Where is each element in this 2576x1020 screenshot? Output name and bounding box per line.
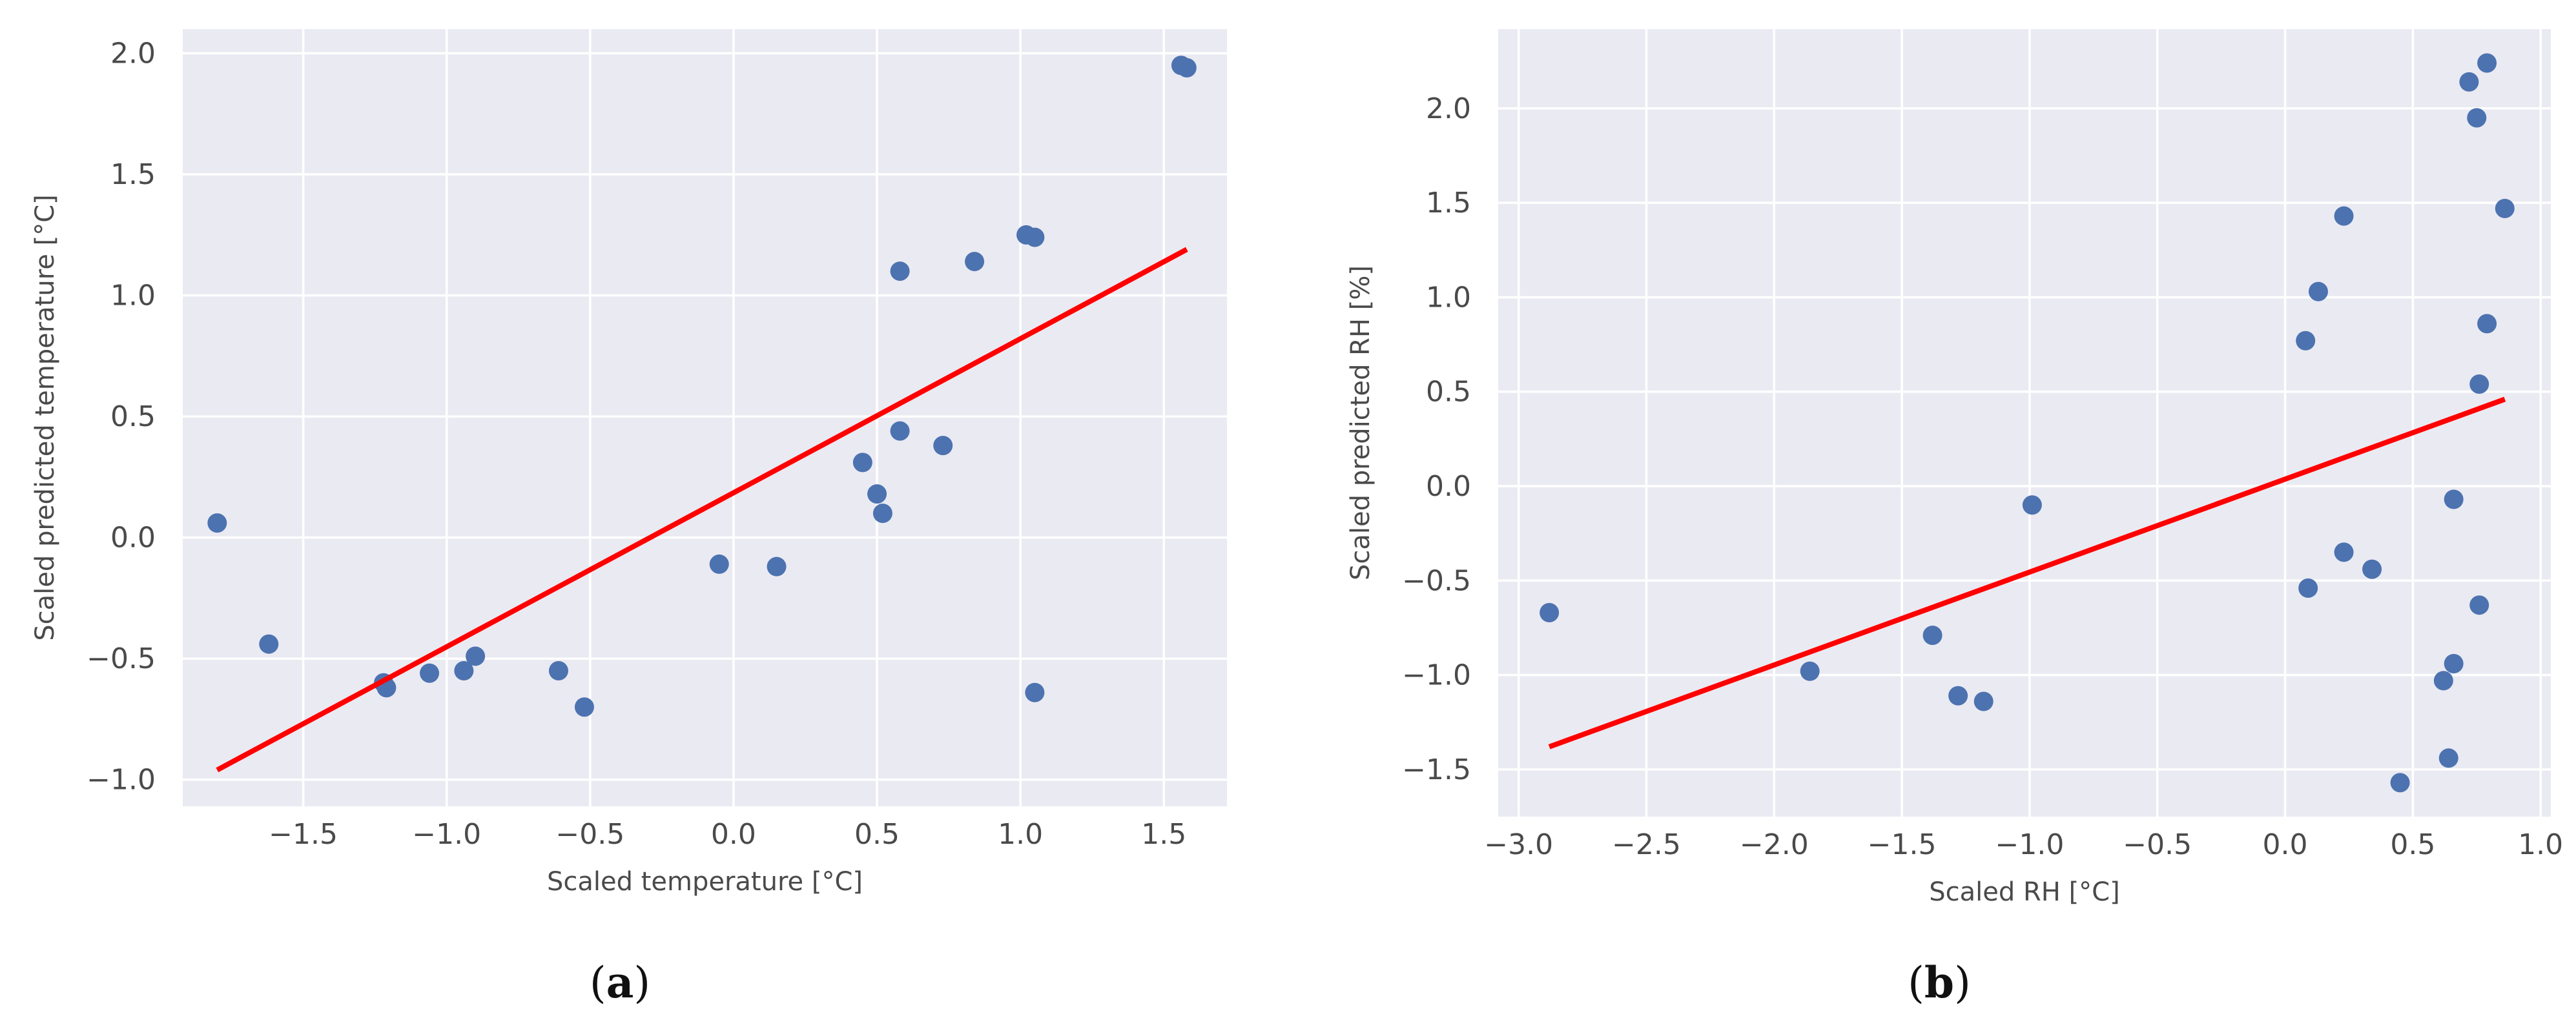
chart-a-plot-area xyxy=(183,29,1227,806)
chart-a-data-point xyxy=(965,252,985,272)
chart-a-data-point xyxy=(574,697,594,717)
chart-b-fit-line xyxy=(1548,396,2506,750)
chart-b-data-point xyxy=(2022,495,2042,515)
chart-a-y-tick-label-0: −1.0 xyxy=(87,764,156,797)
chart-b-x-tick-label-7: 0.5 xyxy=(2390,828,2435,861)
chart-a-data-point xyxy=(420,663,440,683)
chart-a-y-tick-label-4: 1.0 xyxy=(110,280,156,312)
chart-a-y-tick-label-5: 1.5 xyxy=(110,158,156,191)
chart-b-data-point xyxy=(2467,108,2487,128)
chart-a-data-point xyxy=(207,513,227,533)
chart-b-y-tick-label-7: 2.0 xyxy=(1426,92,1471,125)
chart-b-data-point xyxy=(2444,489,2464,509)
chart-b-data-point xyxy=(1922,626,1942,646)
panel-label-b-close: ) xyxy=(1954,958,1971,1008)
chart-b-y-tick-label-3: 0.0 xyxy=(1426,470,1471,503)
chart-a-data-point xyxy=(709,554,729,574)
chart-a-data-point xyxy=(872,504,892,524)
chart-b-x-tick-label-4: −1.0 xyxy=(1995,828,2064,861)
chart-b-x-tick-label-0: −3.0 xyxy=(1484,828,1553,861)
chart-b-data-point xyxy=(2469,595,2489,615)
chart-b-data-point xyxy=(2390,773,2410,793)
chart-a-data-point xyxy=(867,484,887,504)
chart-b-data-point xyxy=(2334,542,2354,562)
chart-a-x-axis-label: Scaled temperature [°C] xyxy=(547,867,863,897)
chart-b-data-point xyxy=(2477,314,2497,334)
chart-panel-b: −3.0 −2.5 −2.0 −1.5 −1.0 −0.5 0.0 0.5 1.0 −1.5 −1.… xyxy=(1346,29,2563,907)
chart-a-y-axis-label: Scaled predicted temperature [°C] xyxy=(30,194,60,640)
chart-a-data-point xyxy=(1025,227,1045,247)
chart-b-data-point xyxy=(1800,661,1820,681)
chart-b-x-tick-label-3: −1.5 xyxy=(1868,828,1937,861)
chart-a-data-point xyxy=(890,421,910,441)
panel-label-a-close: ) xyxy=(634,958,650,1008)
panel-label-b: (b) xyxy=(1908,957,1971,1008)
chart-b-y-tick-label-5: 1.0 xyxy=(1426,281,1471,314)
chart-a-x-tick-label-6: 1.5 xyxy=(1141,818,1186,851)
panel-label-a-letter: a xyxy=(606,957,634,1008)
chart-a-x-tick-label-3: 0.0 xyxy=(711,818,756,851)
chart-b-y-tick-label-0: −1.5 xyxy=(1402,753,1471,786)
chart-b-y-axis-label: Scaled predicted RH [%] xyxy=(1346,265,1376,580)
chart-b-x-tick-label-1: −2.5 xyxy=(1612,828,1681,861)
chart-b-y-tick-label-4: 0.5 xyxy=(1426,376,1471,409)
chart-a-x-tick-label-1: −1.0 xyxy=(412,818,481,851)
chart-b-data-point xyxy=(2444,654,2464,674)
chart-a-data-point xyxy=(767,556,787,576)
chart-b-data-point xyxy=(2438,748,2458,768)
chart-a-data-point xyxy=(1025,682,1045,702)
chart-a-data-point xyxy=(466,646,486,666)
chart-a-data-point xyxy=(852,453,872,473)
chart-a-data-point xyxy=(933,436,953,456)
chart-b-x-tick-label-6: 0.0 xyxy=(2263,828,2308,861)
chart-b-x-tick-label-8: 1.0 xyxy=(2518,828,2563,861)
chart-b-data-point xyxy=(2308,281,2328,301)
chart-b-x-axis-label: Scaled RH [°C] xyxy=(1929,877,2119,907)
chart-b-data-point xyxy=(2433,671,2453,691)
chart-b-data-point xyxy=(1973,691,1994,711)
chart-b-x-tick-label-5: −0.5 xyxy=(2123,828,2192,861)
chart-b-data-point xyxy=(1540,603,1560,623)
chart-a-x-tick-label-2: −0.5 xyxy=(555,818,624,851)
chart-a-y-tick-label-1: −0.5 xyxy=(87,642,156,675)
chart-a-data-point xyxy=(1177,58,1197,78)
chart-b-x-tick-label-2: −2.0 xyxy=(1740,828,1809,861)
chart-a-data-point xyxy=(259,634,279,654)
chart-panel-a: −1.5 −1.0 −0.5 0.0 0.5 1.0 1.5 −1.0 −0.5 0.0 0.5 1.… xyxy=(30,29,1227,897)
chart-b-y-tick-label-2: −0.5 xyxy=(1402,564,1471,597)
chart-b-data-point xyxy=(1948,686,1968,706)
panel-label-b-letter: b xyxy=(1924,957,1954,1008)
chart-b-data-point xyxy=(2334,206,2354,226)
chart-a-y-tick-label-2: 0.0 xyxy=(110,522,156,555)
chart-a-x-tick-label-0: −1.5 xyxy=(269,818,338,851)
chart-a-data-point xyxy=(548,660,568,680)
chart-a-fit-line xyxy=(216,247,1188,773)
panel-label-b-open: ( xyxy=(1908,958,1924,1008)
panel-label-a-open: ( xyxy=(590,958,606,1008)
chart-b-data-point xyxy=(2362,559,2382,579)
chart-b-y-tick-label-1: −1.0 xyxy=(1402,659,1471,692)
chart-b-data-point xyxy=(2296,331,2316,351)
chart-a-y-tick-label-3: 0.5 xyxy=(110,400,156,433)
chart-a-x-tick-label-5: 1.0 xyxy=(998,818,1043,851)
chart-b-data-point xyxy=(2298,578,2318,598)
chart-a-y-tick-label-6: 2.0 xyxy=(110,37,156,70)
chart-b-data-point xyxy=(2459,72,2479,92)
chart-a-data-point xyxy=(454,660,474,680)
chart-b-plot-area xyxy=(1498,29,2551,817)
panel-label-a: (a) xyxy=(590,957,650,1008)
chart-b-data-point xyxy=(2477,53,2497,73)
chart-a-data-point xyxy=(890,261,910,281)
chart-a-x-tick-label-4: 0.5 xyxy=(854,818,900,851)
chart-b-data-point xyxy=(2495,198,2515,218)
chart-b-data-point xyxy=(2469,374,2489,394)
chart-b-y-tick-label-6: 1.5 xyxy=(1426,187,1471,219)
